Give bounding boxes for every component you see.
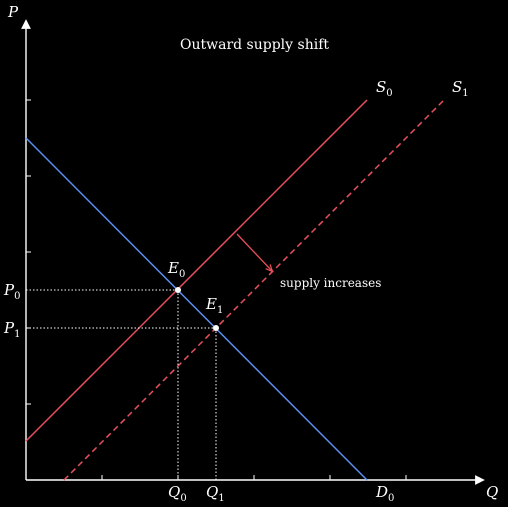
y-axis-label: P xyxy=(7,3,19,21)
label-p0: P0 xyxy=(3,281,20,302)
equilibrium-point-e1 xyxy=(213,325,219,331)
equilibrium-guides xyxy=(26,289,217,480)
y-axis-ticks xyxy=(26,99,31,405)
supply-curve-s0 xyxy=(25,99,368,442)
label-d0: D0 xyxy=(375,483,394,504)
label-e1: E1 xyxy=(205,295,223,316)
label-e0: E0 xyxy=(167,259,185,280)
diagram-title: Outward supply shift xyxy=(180,37,329,53)
label-s0: S0 xyxy=(376,78,393,99)
label-q1: Q1 xyxy=(206,483,225,504)
supply-shift-annotation: supply increases xyxy=(280,276,381,290)
demand-curve-d0 xyxy=(25,137,368,481)
supply-shift-arrow xyxy=(236,233,272,271)
label-p1: P1 xyxy=(3,319,20,340)
x-axis-label: Q xyxy=(486,483,498,501)
label-s1: S1 xyxy=(452,78,469,99)
x-axis-ticks xyxy=(101,475,407,480)
equilibrium-point-e0 xyxy=(175,287,181,293)
label-q0: Q0 xyxy=(168,483,187,504)
